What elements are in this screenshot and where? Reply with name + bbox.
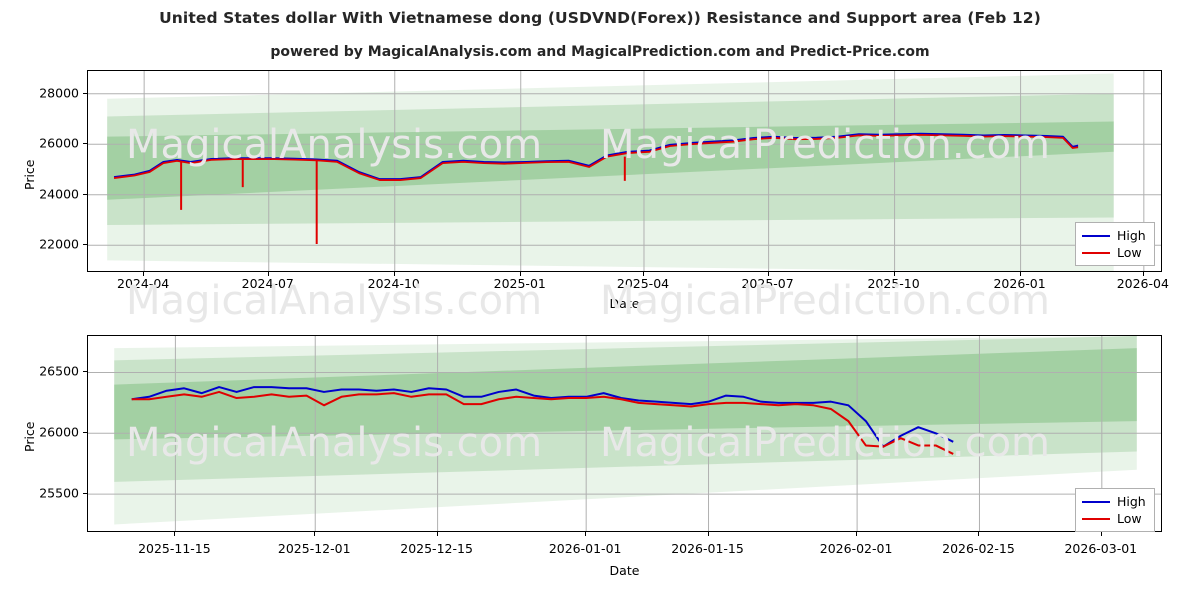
legend-swatch-low-icon bbox=[1082, 251, 1110, 254]
x-tick-mark bbox=[393, 272, 395, 276]
x-tick-mark bbox=[978, 532, 980, 536]
y-tick-label: 26500 bbox=[39, 363, 79, 379]
y-tick-label: 25500 bbox=[39, 485, 79, 501]
x-tick-mark bbox=[585, 532, 587, 536]
y-tick-mark bbox=[83, 432, 87, 434]
x-tick-mark bbox=[1100, 532, 1102, 536]
legend-swatch-high-icon bbox=[1082, 500, 1110, 503]
x-tick-label: 2026-04 bbox=[1116, 276, 1169, 291]
series-line-high bbox=[131, 386, 954, 448]
x-tick-mark bbox=[436, 532, 438, 536]
x-tick-label: 2026-01-15 bbox=[671, 541, 744, 556]
x-tick-label: 2026-02-15 bbox=[942, 541, 1015, 556]
x-tick-label: 2025-04 bbox=[616, 276, 670, 291]
plot-area-overview bbox=[87, 70, 1162, 272]
x-tick-mark bbox=[314, 532, 316, 536]
x-tick-mark bbox=[642, 272, 644, 276]
x-axis-label-overview: Date bbox=[609, 296, 640, 311]
series-line-high bbox=[113, 132, 1079, 180]
y-tick-label: 28000 bbox=[39, 85, 79, 101]
y-tick-mark bbox=[83, 371, 87, 373]
x-tick-mark bbox=[267, 272, 269, 276]
chart-panel-detail bbox=[87, 335, 1162, 532]
x-tick-label: 2026-03-01 bbox=[1064, 541, 1138, 556]
resistance-support-band-inner bbox=[114, 348, 1137, 440]
legend-label-high: High bbox=[1117, 228, 1146, 243]
y-tick-label: 26000 bbox=[39, 135, 79, 151]
x-tick-label: 2025-07 bbox=[741, 276, 794, 291]
legend-item-high: High bbox=[1082, 227, 1146, 244]
x-tick-mark bbox=[1142, 272, 1144, 276]
x-axis-label-detail: Date bbox=[609, 563, 640, 578]
page-subtitle: powered by MagicalAnalysis.com and Magic… bbox=[270, 44, 930, 60]
x-tick-mark bbox=[893, 272, 895, 276]
y-tick-label: 22000 bbox=[39, 236, 79, 252]
x-tick-label: 2025-12-01 bbox=[277, 541, 351, 556]
plot-area-detail bbox=[87, 335, 1162, 532]
plot-canvas-overview bbox=[88, 71, 1161, 271]
x-tick-label: 2026-02-01 bbox=[819, 541, 893, 556]
x-tick-mark bbox=[519, 272, 521, 276]
x-tick-label: 2026-01 bbox=[993, 276, 1046, 291]
y-tick-mark bbox=[83, 193, 87, 195]
legend-overview: High Low bbox=[1075, 222, 1155, 266]
x-tick-mark bbox=[707, 532, 709, 536]
page-title: United States dollar With Vietnamese don… bbox=[159, 9, 1041, 27]
x-tick-label: 2024-04 bbox=[117, 276, 170, 291]
x-tick-label: 2025-11-15 bbox=[138, 541, 211, 556]
x-tick-mark bbox=[1019, 272, 1021, 276]
x-tick-label: 2024-07 bbox=[241, 276, 294, 291]
series-line-low bbox=[113, 133, 1079, 181]
legend-item-low: Low bbox=[1082, 510, 1146, 527]
y-tick-mark bbox=[83, 493, 87, 495]
x-tick-label: 2024-10 bbox=[367, 276, 420, 291]
y-tick-mark bbox=[83, 92, 87, 94]
legend-label-low: Low bbox=[1117, 245, 1142, 260]
x-tick-mark bbox=[767, 272, 769, 276]
y-tick-mark bbox=[83, 244, 87, 246]
y-tick-label: 26000 bbox=[39, 424, 79, 440]
legend-item-low: Low bbox=[1082, 244, 1146, 261]
legend-swatch-high-icon bbox=[1082, 234, 1110, 237]
y-tick-mark bbox=[83, 143, 87, 145]
x-tick-label: 2025-12-15 bbox=[400, 541, 473, 556]
legend-swatch-low-icon bbox=[1082, 517, 1110, 520]
chart-panel-overview bbox=[87, 70, 1162, 272]
y-tick-label: 24000 bbox=[39, 186, 79, 202]
plot-canvas-detail bbox=[88, 336, 1161, 531]
x-tick-label: 2026-01-01 bbox=[548, 541, 622, 556]
x-tick-label: 2025-01 bbox=[493, 276, 546, 291]
legend-label-low: Low bbox=[1117, 511, 1142, 526]
resistance-support-band-inner bbox=[107, 121, 1114, 200]
legend-label-high: High bbox=[1117, 494, 1146, 509]
x-tick-label: 2025-10 bbox=[867, 276, 920, 291]
legend-detail: High Low bbox=[1075, 488, 1155, 532]
legend-item-high: High bbox=[1082, 493, 1146, 510]
x-tick-mark bbox=[143, 272, 145, 276]
series-line-low bbox=[131, 390, 954, 455]
x-tick-mark bbox=[856, 532, 858, 536]
x-tick-mark bbox=[174, 532, 176, 536]
